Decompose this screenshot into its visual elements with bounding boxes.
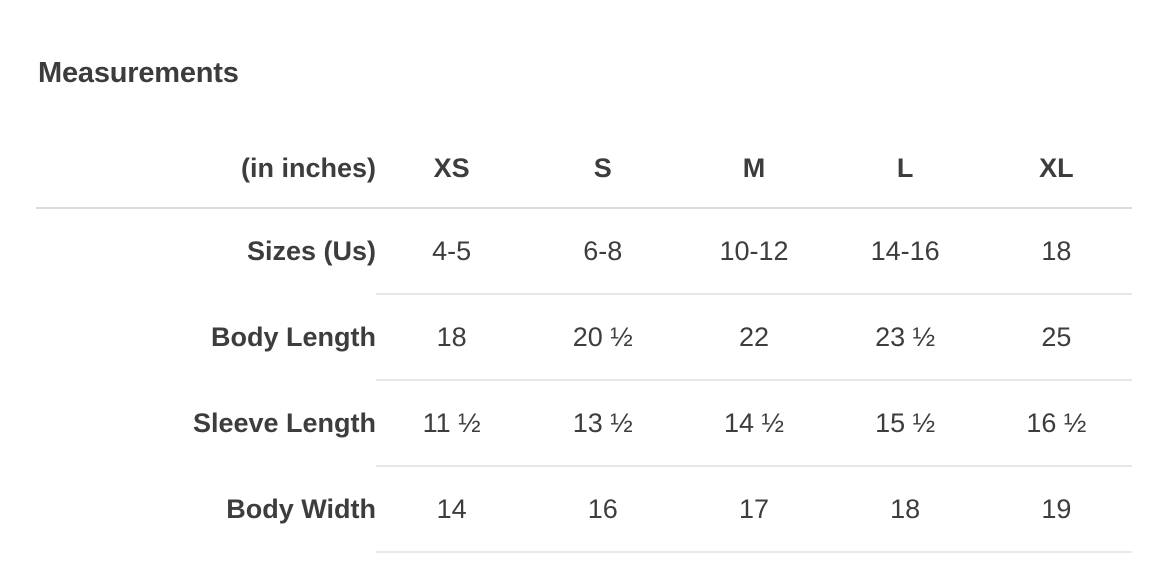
cell-body-length-xl: 25 [980, 294, 1132, 381]
table-row: Sleeve Length 11 ½ 13 ½ 14 ½ 15 ½ 16 ½ [36, 380, 1132, 467]
cell-sleeve-length-m: 14 ½ [678, 380, 830, 467]
column-header-s: S [527, 130, 679, 209]
row-label-sleeve-length: Sleeve Length [192, 407, 377, 438]
column-header-l: L [829, 130, 981, 209]
cell-body-length-l: 23 ½ [829, 294, 981, 381]
cell-sizes-us-xs: 4-5 [376, 208, 528, 295]
row-label-body-width: Body Width [226, 493, 377, 524]
cell-sizes-us-xl: 18 [980, 208, 1132, 295]
column-header-m: M [678, 130, 830, 209]
row-label-sizes-us: Sizes (Us) [246, 236, 377, 266]
cell-sleeve-length-l: 15 ½ [829, 380, 981, 467]
measurements-table: (in inches) XS S M L XL Sizes (Us) 4-5 6… [36, 130, 1132, 553]
cell-body-width-xs: 14 [376, 466, 528, 553]
row-label-body-length: Body Length [211, 321, 377, 352]
table-row: Body Width 14 16 17 18 19 [36, 466, 1132, 553]
cell-body-width-l: 18 [829, 466, 981, 553]
cell-body-width-m: 17 [678, 466, 830, 553]
cell-body-width-xl: 19 [980, 466, 1132, 553]
column-header-xl: XL [980, 130, 1132, 209]
cell-sizes-us-l: 14-16 [829, 208, 981, 295]
column-header-xs: XS [376, 130, 528, 209]
table-body: Sizes (Us) 4-5 6-8 10-12 14-16 18 Body L… [36, 208, 1132, 553]
cell-sizes-us-m: 10-12 [678, 208, 830, 295]
measurements-table-container: (in inches) XS S M L XL Sizes (Us) 4-5 6… [36, 130, 1132, 553]
cell-sleeve-length-s: 13 ½ [527, 380, 679, 467]
table-row: Sizes (Us) 4-5 6-8 10-12 14-16 18 [36, 208, 1132, 295]
column-header-units: (in inches) [36, 130, 377, 209]
cell-body-width-s: 16 [527, 466, 679, 553]
table-row: Body Length 18 20 ½ 22 23 ½ 25 [36, 294, 1132, 381]
cell-sleeve-length-xl: 16 ½ [980, 380, 1132, 467]
cell-sleeve-length-xs: 11 ½ [376, 380, 528, 467]
cell-body-length-m: 22 [678, 294, 830, 381]
page-title: Measurements [38, 57, 239, 89]
table-header-row: (in inches) XS S M L XL [36, 130, 1132, 209]
cell-body-length-xs: 18 [376, 294, 528, 381]
cell-sizes-us-s: 6-8 [527, 208, 679, 295]
cell-body-length-s: 20 ½ [527, 294, 679, 381]
table-header: (in inches) XS S M L XL [36, 130, 1132, 209]
